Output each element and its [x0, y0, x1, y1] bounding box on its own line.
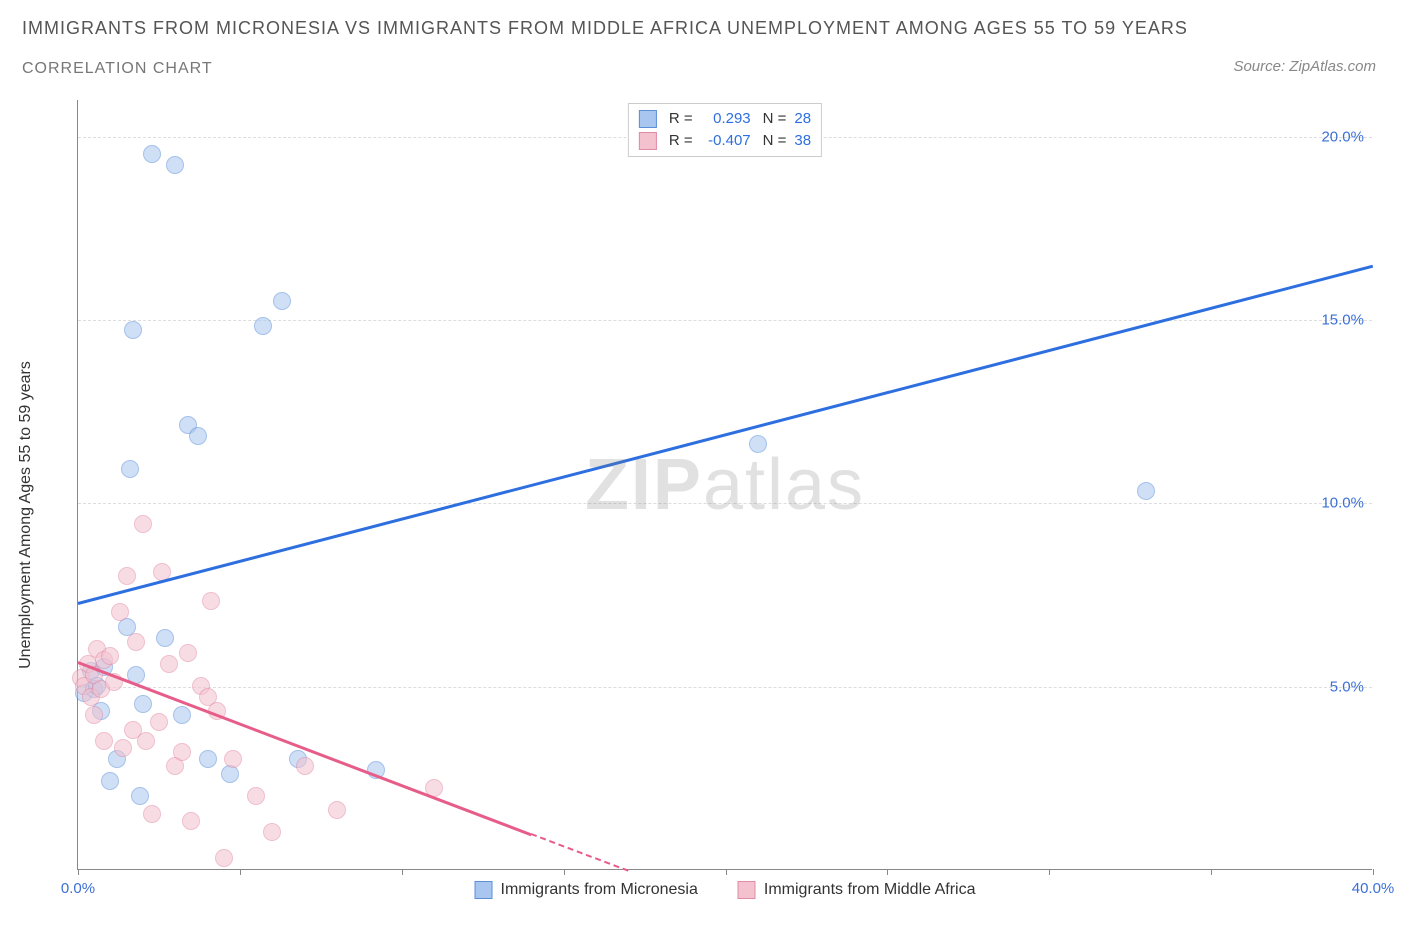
- x-tick: [1373, 869, 1374, 875]
- scatter-point: [199, 750, 217, 768]
- legend-n-label: N =: [763, 130, 787, 152]
- scatter-point: [1137, 482, 1155, 500]
- scatter-point: [749, 435, 767, 453]
- scatter-point: [143, 145, 161, 163]
- scatter-point: [173, 743, 191, 761]
- scatter-point: [179, 644, 197, 662]
- legend-series-item: Immigrants from Micronesia: [475, 881, 698, 899]
- scatter-point: [101, 647, 119, 665]
- y-tick-label: 15.0%: [1321, 312, 1364, 329]
- legend-stat-row: R = -0.407 N = 38: [639, 130, 811, 152]
- y-tick-label: 5.0%: [1330, 678, 1364, 695]
- legend-series-label: Immigrants from Middle Africa: [764, 881, 976, 899]
- scatter-point: [134, 695, 152, 713]
- scatter-point: [224, 750, 242, 768]
- scatter-point: [189, 427, 207, 445]
- scatter-point: [134, 515, 152, 533]
- x-tick-label: 0.0%: [61, 880, 95, 897]
- legend-swatch: [639, 110, 657, 128]
- x-tick: [887, 869, 888, 875]
- legend-swatch: [475, 881, 493, 899]
- y-tick-label: 20.0%: [1321, 128, 1364, 145]
- scatter-point: [202, 592, 220, 610]
- scatter-point: [215, 849, 233, 867]
- scatter-point: [111, 603, 129, 621]
- scatter-point: [124, 321, 142, 339]
- scatter-point: [328, 801, 346, 819]
- scatter-point: [182, 812, 200, 830]
- y-tick-label: 10.0%: [1321, 495, 1364, 512]
- scatter-point: [131, 787, 149, 805]
- scatter-point: [156, 629, 174, 647]
- scatter-point: [101, 772, 119, 790]
- scatter-point: [127, 633, 145, 651]
- x-tick-label: 40.0%: [1352, 880, 1395, 897]
- grid-line: [78, 687, 1372, 688]
- scatter-point: [173, 706, 191, 724]
- scatter-point: [137, 732, 155, 750]
- scatter-point: [118, 567, 136, 585]
- legend-n-value: 38: [794, 130, 811, 152]
- x-tick: [564, 869, 565, 875]
- scatter-point: [273, 292, 291, 310]
- legend-swatch: [639, 132, 657, 150]
- scatter-point: [166, 156, 184, 174]
- legend-series: Immigrants from Micronesia Immigrants fro…: [475, 881, 976, 899]
- scatter-point: [85, 706, 103, 724]
- legend-correlation-box: R = 0.293 N = 28 R = -0.407 N = 38: [628, 103, 822, 157]
- legend-series-label: Immigrants from Micronesia: [501, 881, 698, 899]
- scatter-point: [254, 317, 272, 335]
- scatter-point: [160, 655, 178, 673]
- source-attribution: Source: ZipAtlas.com: [1233, 58, 1376, 75]
- watermark-rest: atlas: [703, 445, 865, 525]
- legend-series-item: Immigrants from Middle Africa: [738, 881, 976, 899]
- trend-line: [78, 265, 1374, 605]
- legend-n-value: 28: [794, 108, 811, 130]
- trend-line: [531, 833, 629, 872]
- legend-n-label: N =: [763, 108, 787, 130]
- chart-container: Unemployment Among Ages 55 to 59 years Z…: [22, 95, 1382, 915]
- x-tick: [726, 869, 727, 875]
- x-tick: [78, 869, 79, 875]
- legend-swatch: [738, 881, 756, 899]
- x-tick: [1211, 869, 1212, 875]
- scatter-point: [114, 739, 132, 757]
- plot-area: ZIPatlas R =0.293N =28R =-0.407N =38 Imm…: [77, 100, 1372, 870]
- legend-r-label: R =: [669, 108, 693, 130]
- chart-subtitle: CORRELATION CHART: [22, 60, 213, 78]
- x-tick: [402, 869, 403, 875]
- scatter-point: [263, 823, 281, 841]
- grid-line: [78, 320, 1372, 321]
- scatter-point: [143, 805, 161, 823]
- scatter-point: [296, 757, 314, 775]
- chart-title: IMMIGRANTS FROM MICRONESIA VS IMMIGRANTS…: [22, 18, 1188, 39]
- scatter-point: [247, 787, 265, 805]
- grid-line: [78, 503, 1372, 504]
- scatter-point: [95, 732, 113, 750]
- legend-r-value: 0.293: [701, 108, 751, 130]
- watermark: ZIPatlas: [585, 444, 865, 526]
- legend-stat-row: R = 0.293 N = 28: [639, 108, 811, 130]
- legend-r-label: R =: [669, 130, 693, 152]
- legend-r-value: -0.407: [701, 130, 751, 152]
- scatter-point: [121, 460, 139, 478]
- scatter-point: [150, 713, 168, 731]
- x-tick: [1049, 869, 1050, 875]
- y-axis-label: Unemployment Among Ages 55 to 59 years: [17, 361, 35, 669]
- x-tick: [240, 869, 241, 875]
